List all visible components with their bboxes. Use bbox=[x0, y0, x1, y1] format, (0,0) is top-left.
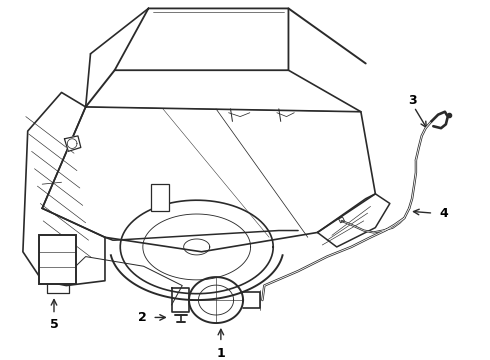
Polygon shape bbox=[42, 107, 375, 252]
Text: 2: 2 bbox=[138, 311, 147, 324]
Polygon shape bbox=[318, 194, 390, 247]
Bar bbox=[39, 235, 76, 284]
Polygon shape bbox=[115, 8, 289, 70]
Text: 3: 3 bbox=[408, 94, 416, 107]
Bar bbox=[151, 184, 169, 211]
Text: 4: 4 bbox=[440, 207, 448, 220]
Text: 1: 1 bbox=[217, 347, 225, 360]
Polygon shape bbox=[64, 136, 81, 151]
Polygon shape bbox=[23, 93, 105, 285]
Text: 5: 5 bbox=[49, 318, 58, 331]
